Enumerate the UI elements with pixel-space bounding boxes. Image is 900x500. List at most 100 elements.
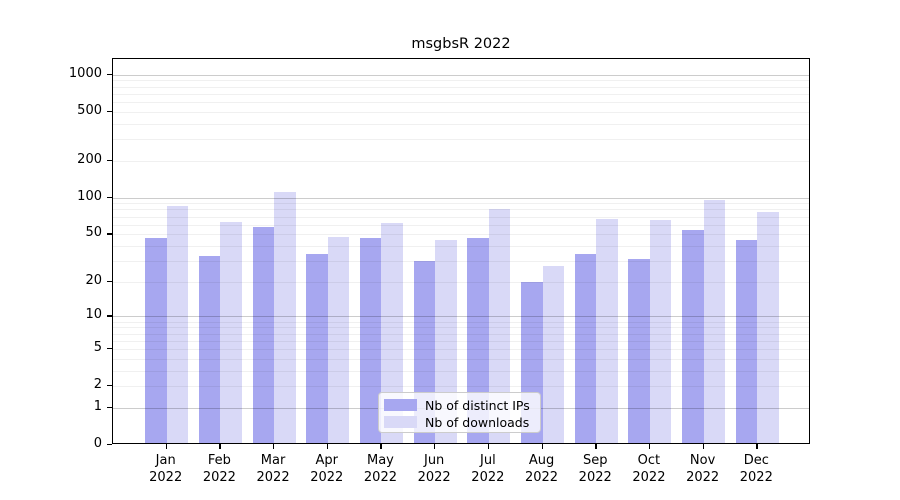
minor-gridline <box>113 139 809 141</box>
minor-gridline <box>113 80 809 82</box>
bar-sep-distinct-ips <box>574 253 597 443</box>
year-label: 2022 <box>524 470 559 485</box>
minor-gridline <box>113 93 809 95</box>
minor-gridline <box>113 203 809 205</box>
x-tick-mark <box>380 444 382 449</box>
y-tick-label: 10 <box>85 307 102 323</box>
year-label: 2022 <box>632 470 666 485</box>
minor-gridline <box>113 260 809 262</box>
legend-label-downloads: Nb of downloads <box>425 414 530 430</box>
y-tick-mark <box>107 159 112 162</box>
minor-gridline <box>113 102 809 104</box>
minor-gridline <box>113 370 809 372</box>
minor-gridline <box>113 321 809 323</box>
month-label: Dec <box>743 453 769 468</box>
minor-gridline <box>113 209 809 211</box>
y-tick-mark <box>107 385 112 387</box>
x-tick-label-nov: Nov 2022 <box>673 452 733 486</box>
year-label: 2022 <box>310 470 344 485</box>
month-label: May <box>367 453 394 468</box>
bar-may-downloads <box>381 222 403 443</box>
legend-swatch-distinct-ips <box>384 399 417 411</box>
y-tick-mark <box>107 347 112 350</box>
bar-oct-distinct-ips <box>628 258 650 443</box>
minor-gridline <box>113 340 809 342</box>
bar-jan-downloads <box>166 205 189 443</box>
year-label: 2022 <box>256 470 290 485</box>
bar-mar-downloads <box>274 191 296 443</box>
minor-gridline <box>113 234 809 236</box>
y-tick-label: 50 <box>85 225 102 241</box>
year-label: 2022 <box>739 470 773 485</box>
bar-may-distinct-ips <box>359 237 382 443</box>
x-tick-mark <box>434 444 436 449</box>
x-tick-label-jan: Jan 2022 <box>136 452 196 486</box>
year-label: 2022 <box>363 470 397 485</box>
month-label: Oct <box>637 453 661 468</box>
minor-gridline <box>113 216 809 218</box>
x-tick-mark <box>165 444 167 449</box>
x-tick-label-sep: Sep 2022 <box>565 452 625 486</box>
y-tick-label: 5 <box>93 339 102 355</box>
y-tick-label: 500 <box>77 102 102 118</box>
y-tick-mark <box>107 406 112 409</box>
major-gridline <box>113 197 809 199</box>
major-gridline <box>113 74 809 76</box>
y-tick-label: 2 <box>93 377 102 393</box>
y-tick-mark <box>107 444 112 446</box>
bar-dec-downloads <box>757 212 779 443</box>
bar-jul-downloads <box>488 208 511 443</box>
legend-item-downloads: Nb of downloads <box>384 414 540 430</box>
minor-gridline <box>113 160 809 162</box>
bar-dec-distinct-ips <box>735 240 758 443</box>
legend-swatch-downloads <box>384 416 417 428</box>
bar-jan-distinct-ips <box>145 237 167 443</box>
minor-gridline <box>113 358 809 360</box>
year-label: 2022 <box>202 470 236 485</box>
year-label: 2022 <box>686 470 720 485</box>
major-gridline <box>113 316 809 318</box>
month-label: Aug <box>528 453 555 468</box>
bar-feb-distinct-ips <box>198 255 221 443</box>
month-label: Jul <box>480 453 496 468</box>
y-tick-mark <box>107 315 112 317</box>
x-tick-mark <box>326 444 329 449</box>
month-label: Apr <box>315 453 339 468</box>
legend-item-distinct-ips: Nb of distinct IPs <box>384 397 540 413</box>
x-tick-label-dec: Dec 2022 <box>726 452 786 486</box>
minor-gridline <box>113 333 809 335</box>
y-tick-mark <box>107 233 112 235</box>
bar-apr-downloads <box>327 236 350 443</box>
minor-gridline <box>113 281 809 283</box>
minor-gridline <box>113 245 809 247</box>
y-tick-mark <box>107 196 112 198</box>
year-label: 2022 <box>578 470 612 485</box>
chart-title: msgbsR 2022 <box>411 36 511 52</box>
y-tick-label: 0 <box>93 436 102 451</box>
x-tick-mark <box>595 444 597 449</box>
x-tick-mark <box>541 444 543 449</box>
minor-gridline <box>113 224 809 226</box>
y-tick-mark <box>107 280 112 283</box>
minor-gridline <box>113 327 809 329</box>
x-tick-label-oct: Oct 2022 <box>619 452 679 486</box>
bar-sep-downloads <box>596 219 618 443</box>
year-label: 2022 <box>417 470 451 485</box>
x-tick-label-feb: Feb 2022 <box>189 452 249 486</box>
x-tick-mark <box>648 444 651 449</box>
x-tick-label-apr: Apr 2022 <box>297 452 357 486</box>
y-tick-label: 1000 <box>68 65 102 81</box>
x-tick-label-jun: Jun 2022 <box>404 452 464 486</box>
y-tick-mark <box>107 73 112 75</box>
year-label: 2022 <box>149 470 183 485</box>
month-label: Mar <box>260 453 286 468</box>
minor-gridline <box>113 123 809 125</box>
legend-label-distinct-ips: Nb of distinct IPs <box>425 397 530 413</box>
month-label: Sep <box>582 453 608 468</box>
month-label: Feb <box>207 453 231 468</box>
x-tick-label-may: May 2022 <box>350 452 410 486</box>
bar-nov-downloads <box>703 200 726 443</box>
plot-area <box>112 58 810 444</box>
x-tick-mark <box>219 444 221 449</box>
